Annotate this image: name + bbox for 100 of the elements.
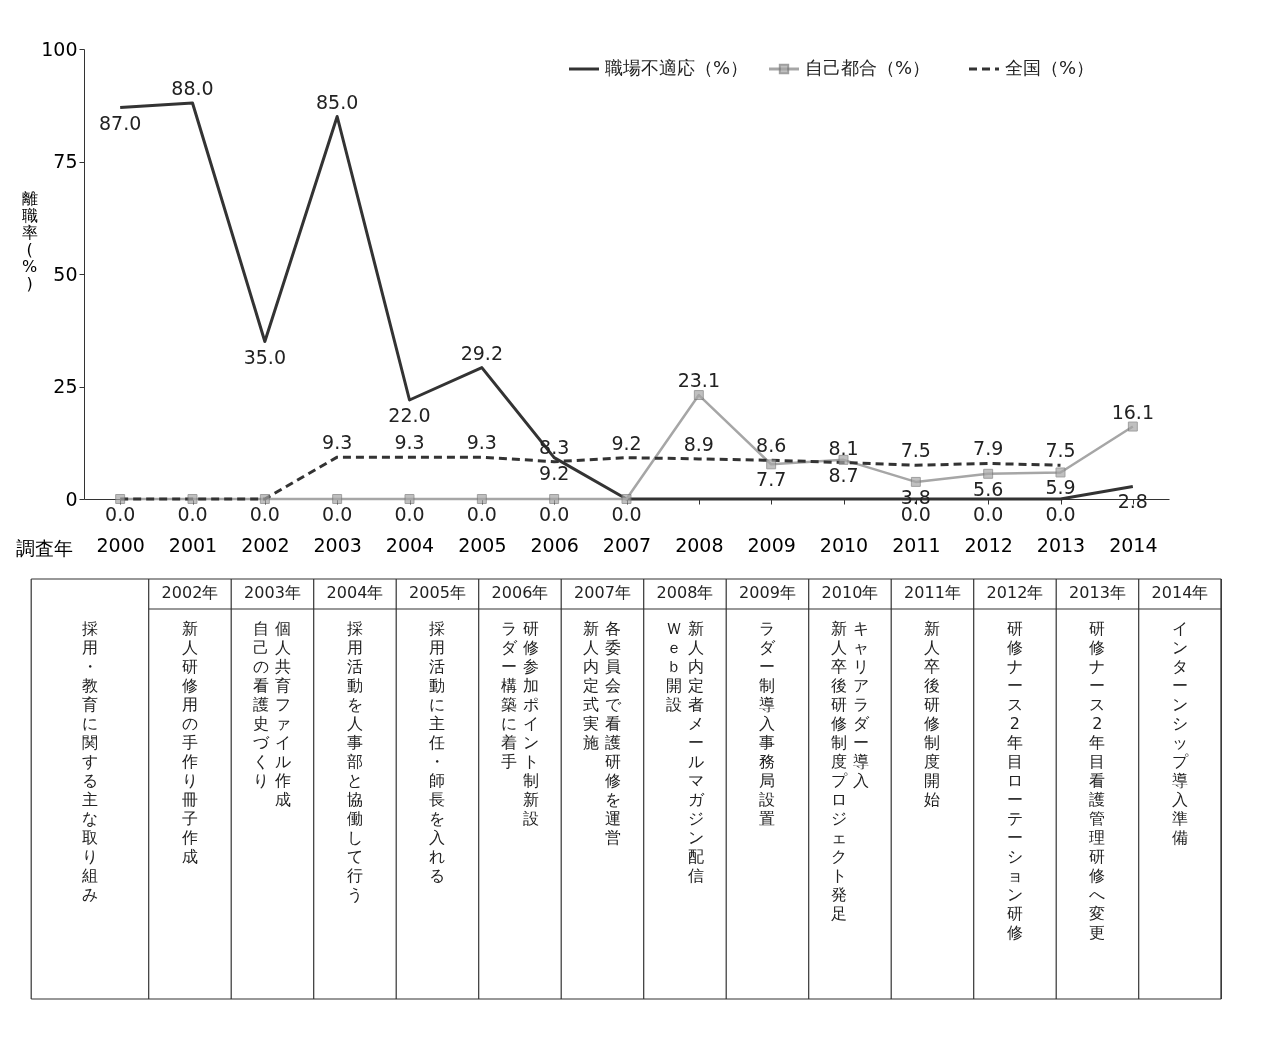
data-label: 0.0 — [539, 503, 570, 525]
x-tick-label: 2002 — [241, 533, 290, 556]
text: 新人内定式実施 — [583, 619, 600, 752]
point — [693, 390, 704, 401]
data-label: 0.0 — [466, 503, 497, 525]
point — [476, 494, 487, 504]
data-label: 0.0 — [394, 503, 425, 525]
point — [910, 476, 921, 487]
data-label: 9.2 — [611, 431, 642, 454]
point — [766, 459, 777, 470]
data-label: 0.0 — [900, 503, 931, 525]
x-tick-label: 2012 — [964, 533, 1013, 556]
data-label: 8.7 — [828, 463, 859, 486]
text: 採用・教育に関する主な取り組み — [81, 619, 98, 904]
data-label: 7.5 — [1045, 439, 1076, 462]
data-label: 9.3 — [394, 431, 425, 454]
x-tick-label: 2010 — [819, 533, 869, 556]
text: 2002年 — [161, 583, 219, 602]
point — [115, 494, 126, 504]
text: 各委員会で看護研修を運営 — [605, 619, 622, 847]
data-label: 8.9 — [683, 432, 714, 455]
legend-label: 職場不適応（%） — [605, 57, 749, 78]
legend-label: 自己都合（%） — [805, 57, 931, 78]
text: 2006年 — [491, 583, 549, 602]
text: 採用活動に主任・師長を入れる — [429, 619, 446, 885]
text: インターンシップ導入準備 — [1171, 619, 1188, 847]
legend-label: 全国（%） — [1005, 57, 1095, 78]
x-tick-label: 2008 — [675, 533, 724, 556]
text: 研修ナース2年目ローテーション研修 — [1006, 619, 1023, 942]
text: 2007年 — [574, 583, 631, 602]
data-label: 16.1 — [1111, 400, 1154, 423]
data-label: 9.3 — [466, 431, 497, 454]
data-label: 5.9 — [1045, 476, 1076, 499]
data-label: 5.6 — [973, 477, 1004, 500]
point — [621, 494, 632, 504]
data-label: 0.0 — [177, 503, 208, 525]
y-axis-title: 離職率(%) — [21, 189, 38, 293]
point — [187, 494, 198, 504]
data-label: 9.3 — [322, 431, 353, 454]
x-tick-label: 2004 — [385, 533, 435, 556]
y-tick-label: 100 — [41, 37, 78, 60]
text: ラダー制導入事務局設置 — [759, 619, 776, 828]
text: 2012年 — [986, 583, 1044, 602]
point — [259, 494, 270, 504]
text: 自己の看護史づくり — [253, 619, 270, 790]
x-tick-label: 2009 — [747, 533, 796, 556]
data-label: 0.0 — [611, 503, 642, 525]
data-label: 35.0 — [243, 345, 286, 368]
data-label: 0.0 — [105, 503, 136, 525]
text: 研修ナース2年目看護管理研修へ変更 — [1089, 619, 1106, 942]
data-label: 0.0 — [1045, 503, 1076, 525]
text: 採用活動を人事部と協働して行う — [346, 619, 363, 904]
y-tick-label: 0 — [65, 487, 78, 510]
text: 2013年 — [1069, 583, 1126, 602]
x-tick-label: 2014 — [1109, 533, 1158, 556]
x-tick-label: 2005 — [458, 533, 507, 556]
text: 2005年 — [409, 583, 466, 602]
x-tick-label: 2000 — [96, 533, 145, 556]
text: 2008年 — [656, 583, 714, 602]
y-tick-label: 75 — [53, 150, 78, 172]
text: 研修参加ポイント制新設 — [522, 619, 539, 828]
data-label: 7.7 — [756, 468, 787, 491]
x-axis-title: 調査年 — [16, 536, 73, 559]
data-label: 0.0 — [322, 503, 353, 525]
data-label: 22.0 — [388, 404, 431, 426]
data-label: 85.0 — [316, 90, 359, 113]
text: Ｗｅｂ開設 — [665, 619, 682, 714]
data-label: 29.2 — [460, 341, 503, 364]
text: 新人卒後研修制度開始 — [924, 619, 941, 809]
text: 新人卒後研修制度プロジェクト発足 — [830, 619, 847, 923]
data-label: 7.9 — [973, 437, 1004, 460]
data-label: 8.1 — [828, 436, 859, 459]
point — [404, 494, 415, 504]
x-tick-label: 2007 — [602, 533, 652, 556]
point — [983, 468, 994, 479]
text: 2009年 — [739, 583, 796, 602]
data-label: 0.0 — [973, 503, 1004, 525]
x-tick-label: 2006 — [530, 533, 579, 556]
data-label: 87.0 — [99, 111, 142, 134]
x-tick-label: 2011 — [892, 533, 941, 556]
data-label: 23.1 — [677, 369, 720, 392]
text: 2011年 — [904, 583, 961, 602]
point — [1127, 421, 1138, 432]
point — [1055, 467, 1066, 478]
point — [838, 454, 849, 465]
text: 2003年 — [244, 583, 301, 602]
text: 新人研修用の手作り冊子作成 — [181, 619, 198, 866]
text: 2010年 — [821, 583, 879, 602]
text: キャリアラダー導入 — [852, 619, 869, 790]
x-tick-label: 2001 — [168, 533, 218, 556]
text: 新人内定者メールマガジン配信 — [687, 619, 704, 885]
y-tick-label: 50 — [53, 262, 78, 285]
x-tick-label: 2003 — [313, 533, 362, 556]
data-label: 7.5 — [900, 439, 931, 462]
text: 個人共育ファイル作成 — [275, 619, 292, 809]
data-label: 88.0 — [171, 77, 214, 99]
text: ラダー構築に着手 — [500, 619, 518, 771]
data-label: 0.0 — [249, 503, 280, 525]
x-tick-label: 2013 — [1036, 533, 1086, 556]
y-tick-label: 25 — [53, 375, 78, 397]
